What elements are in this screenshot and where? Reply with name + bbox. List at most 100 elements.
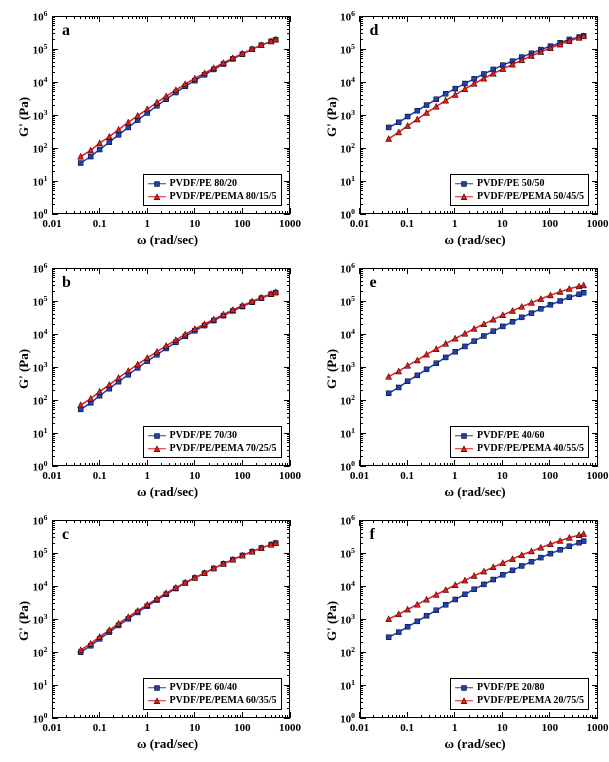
series-marker-s1 bbox=[471, 587, 476, 592]
legend-row-s1: PVDF/PE 70/30 bbox=[148, 429, 277, 442]
series-marker-s1 bbox=[462, 592, 467, 597]
x-tick-label: 1 bbox=[133, 722, 161, 734]
series-marker-s1 bbox=[581, 290, 586, 295]
series-marker-s2 bbox=[452, 91, 458, 97]
series-marker-s1 bbox=[500, 324, 505, 329]
series-marker-s1 bbox=[462, 344, 467, 349]
legend-marker-s2 bbox=[148, 445, 166, 453]
legend-marker-s2 bbox=[455, 697, 473, 705]
series-marker-s1 bbox=[481, 582, 486, 587]
y-tick-label: 105 bbox=[18, 42, 48, 57]
series-marker-s1 bbox=[424, 613, 429, 618]
legend: PVDF/PE 80/20PVDF/PE/PEMA 80/15/5 bbox=[143, 174, 282, 206]
series-marker-s1 bbox=[386, 125, 391, 130]
y-tick-label: 101 bbox=[325, 174, 355, 189]
series-marker-s1 bbox=[443, 602, 448, 607]
legend-row-s1: PVDF/PE 50/50 bbox=[455, 177, 584, 190]
legend-label-s2: PVDF/PE/PEMA 50/45/5 bbox=[477, 190, 584, 203]
x-tick-label: 10 bbox=[488, 218, 516, 230]
legend-label-s1: PVDF/PE 70/30 bbox=[170, 429, 238, 442]
y-tick-label: 104 bbox=[18, 579, 48, 594]
series-marker-s2 bbox=[461, 86, 467, 92]
x-tick-label: 1000 bbox=[584, 218, 609, 230]
legend-row-s2: PVDF/PE/PEMA 70/25/5 bbox=[148, 442, 277, 455]
x-tick-label: 0.01 bbox=[346, 470, 374, 482]
legend-row-s1: PVDF/PE 60/40 bbox=[148, 681, 277, 694]
series-marker-s2 bbox=[442, 97, 448, 103]
y-tick-label: 101 bbox=[18, 426, 48, 441]
legend: PVDF/PE 60/40PVDF/PE/PEMA 60/35/5 bbox=[143, 678, 282, 710]
legend-marker-s2 bbox=[455, 445, 473, 453]
series-marker-s1 bbox=[386, 391, 391, 396]
panel-f: fG' (Pa)ω (rad/sec)100101102103104105106… bbox=[312, 512, 606, 754]
legend-marker-s1 bbox=[148, 180, 166, 188]
series-marker-s1 bbox=[510, 319, 515, 324]
series-marker-s2 bbox=[78, 153, 84, 159]
legend: PVDF/PE 50/50PVDF/PE/PEMA 50/45/5 bbox=[450, 174, 589, 206]
y-tick-label: 106 bbox=[18, 9, 48, 24]
x-tick-label: 100 bbox=[228, 470, 256, 482]
y-tick-label: 102 bbox=[18, 141, 48, 156]
x-tick-label: 0.1 bbox=[393, 722, 421, 734]
x-tick-label: 0.01 bbox=[346, 722, 374, 734]
series-marker-s2 bbox=[135, 112, 141, 118]
series-marker-s2 bbox=[433, 346, 439, 352]
x-tick-label: 100 bbox=[536, 722, 564, 734]
series-marker-s2 bbox=[125, 119, 131, 125]
series-marker-s2 bbox=[154, 99, 160, 105]
x-axis-label: ω (rad/sec) bbox=[445, 484, 506, 500]
legend-row-s2: PVDF/PE/PEMA 20/75/5 bbox=[455, 694, 584, 707]
x-tick-label: 1 bbox=[441, 218, 469, 230]
series-marker-s1 bbox=[433, 608, 438, 613]
y-tick-label: 106 bbox=[325, 513, 355, 528]
series-marker-s1 bbox=[471, 339, 476, 344]
y-tick-label: 106 bbox=[325, 261, 355, 276]
legend-row-s2: PVDF/PE/PEMA 40/55/5 bbox=[455, 442, 584, 455]
series-marker-s1 bbox=[396, 630, 401, 635]
y-tick-label: 106 bbox=[325, 9, 355, 24]
legend-marker-s1 bbox=[455, 432, 473, 440]
legend-marker-s2 bbox=[455, 193, 473, 201]
series-marker-s2 bbox=[144, 355, 150, 361]
series-marker-s2 bbox=[163, 342, 169, 348]
panel-c: cG' (Pa)ω (rad/sec)100101102103104105106… bbox=[4, 512, 298, 754]
series-marker-s1 bbox=[528, 311, 533, 316]
series-marker-s1 bbox=[78, 161, 83, 166]
panel-grid: aG' (Pa)ω (rad/sec)100101102103104105106… bbox=[4, 8, 605, 754]
series-marker-s1 bbox=[396, 120, 401, 125]
series-marker-s1 bbox=[452, 597, 457, 602]
series-marker-s2 bbox=[135, 361, 141, 367]
y-tick-label: 103 bbox=[325, 612, 355, 627]
legend-marker-s2 bbox=[148, 697, 166, 705]
series-marker-s2 bbox=[163, 93, 169, 99]
series-marker-s1 bbox=[576, 292, 581, 297]
series-marker-s2 bbox=[395, 368, 401, 374]
y-tick-label: 105 bbox=[325, 42, 355, 57]
series-marker-s1 bbox=[481, 333, 486, 338]
series-marker-s2 bbox=[423, 109, 429, 115]
series-marker-s2 bbox=[385, 136, 391, 142]
series-marker-s2 bbox=[404, 123, 410, 129]
series-marker-s1 bbox=[433, 361, 438, 366]
x-tick-label: 0.1 bbox=[393, 218, 421, 230]
x-tick-label: 1000 bbox=[584, 470, 609, 482]
y-tick-label: 101 bbox=[18, 678, 48, 693]
legend-label-s2: PVDF/PE/PEMA 20/75/5 bbox=[477, 694, 584, 707]
series-marker-s2 bbox=[144, 106, 150, 112]
series-marker-s2 bbox=[173, 87, 179, 93]
series-marker-s1 bbox=[490, 577, 495, 582]
x-tick-label: 1 bbox=[133, 470, 161, 482]
x-axis-label: ω (rad/sec) bbox=[137, 232, 198, 248]
x-tick-label: 1000 bbox=[276, 218, 304, 230]
series-marker-s1 bbox=[576, 540, 581, 545]
legend-label-s1: PVDF/PE 40/60 bbox=[477, 429, 545, 442]
y-tick-label: 103 bbox=[18, 108, 48, 123]
x-tick-label: 10 bbox=[181, 218, 209, 230]
series-marker-s1 bbox=[519, 563, 524, 568]
series-marker-s2 bbox=[154, 348, 160, 354]
series-marker-s2 bbox=[125, 368, 131, 374]
legend-row-s2: PVDF/PE/PEMA 80/15/5 bbox=[148, 190, 277, 203]
y-tick-label: 102 bbox=[325, 141, 355, 156]
figure: aG' (Pa)ω (rad/sec)100101102103104105106… bbox=[0, 0, 609, 762]
x-tick-label: 0.01 bbox=[38, 470, 66, 482]
